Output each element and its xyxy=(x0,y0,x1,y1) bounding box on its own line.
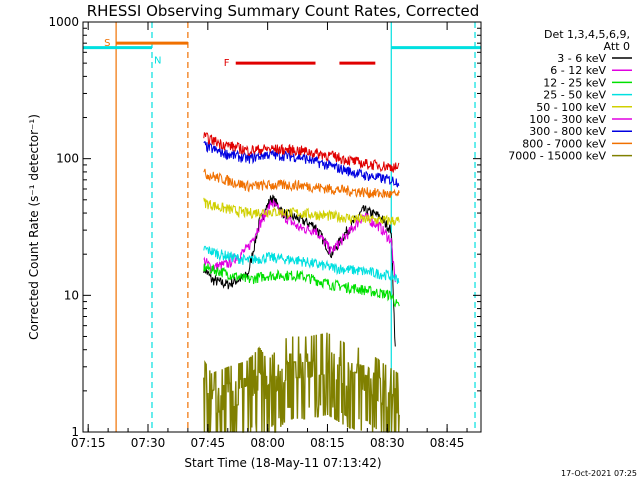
series-line-6-12-keV xyxy=(203,199,396,283)
x-tick-label-6: 08:45 xyxy=(430,436,465,450)
x-tick-label-5: 08:30 xyxy=(370,436,405,450)
timestamp: 17-Oct-2021 07:25 xyxy=(561,469,637,478)
x-tick-label-0: 07:15 xyxy=(71,436,106,450)
legend-entry-label: 3 - 6 keV xyxy=(557,52,606,65)
series-line-12-25-keV xyxy=(203,263,400,308)
x-tick-label-1: 07:30 xyxy=(131,436,166,450)
x-tick-label-3: 08:00 xyxy=(250,436,285,450)
x-axis-label: Start Time (18-May-11 07:13:42) xyxy=(184,456,381,470)
x-tick-label-4: 08:15 xyxy=(310,436,345,450)
chart-title: RHESSI Observing Summary Count Rates, Co… xyxy=(87,2,480,20)
y-tick-label-2: 100 xyxy=(56,152,79,166)
series-line-300-800-keV xyxy=(203,140,400,188)
legend-entry-label: 6 - 12 keV xyxy=(550,64,606,77)
legend-header-line-2: Att 0 xyxy=(604,40,630,53)
axes-frame xyxy=(82,21,482,433)
legend-entry-label: 300 - 800 keV xyxy=(529,125,606,138)
annotation-label-S: S xyxy=(104,38,110,49)
y-tick-label-3: 1000 xyxy=(48,15,79,29)
series-line-50-100-keV xyxy=(203,197,400,226)
legend-entry-label: 12 - 25 keV xyxy=(543,76,606,89)
series-line-25-50-keV xyxy=(203,245,400,285)
y-tick-label-1: 10 xyxy=(64,288,79,302)
x-tick-label-2: 07:45 xyxy=(191,436,226,450)
axis-ticks: 07:15 07:30 07:45 08:00 08:15 08:30 08:45 1 10 10… xyxy=(48,15,481,450)
legend-entry-label: 800 - 7000 keV xyxy=(522,137,606,150)
annotation-label-F: F xyxy=(224,58,230,69)
series-line-3-6-keV xyxy=(203,194,396,347)
y-axis-label: Corrected Count Rate (s⁻¹ detector⁻¹) xyxy=(27,114,41,340)
legend-entry-label: 50 - 100 keV xyxy=(536,101,606,114)
legend-entry-label: 7000 - 15000 keV xyxy=(508,150,606,163)
legend-entry-label: 25 - 50 keV xyxy=(543,89,606,102)
y-tick-label-0: 1 xyxy=(71,425,79,439)
legend-entry-label: 100 - 300 keV xyxy=(529,113,606,126)
legend-header-line-1: Det 1,3,4,5,6,9, xyxy=(544,28,630,41)
plot-area: S N F xyxy=(83,22,481,433)
series-line-800-7000-keV xyxy=(203,168,400,199)
annotation-label-N: N xyxy=(154,56,161,67)
series-line-extra-9 xyxy=(203,132,400,173)
